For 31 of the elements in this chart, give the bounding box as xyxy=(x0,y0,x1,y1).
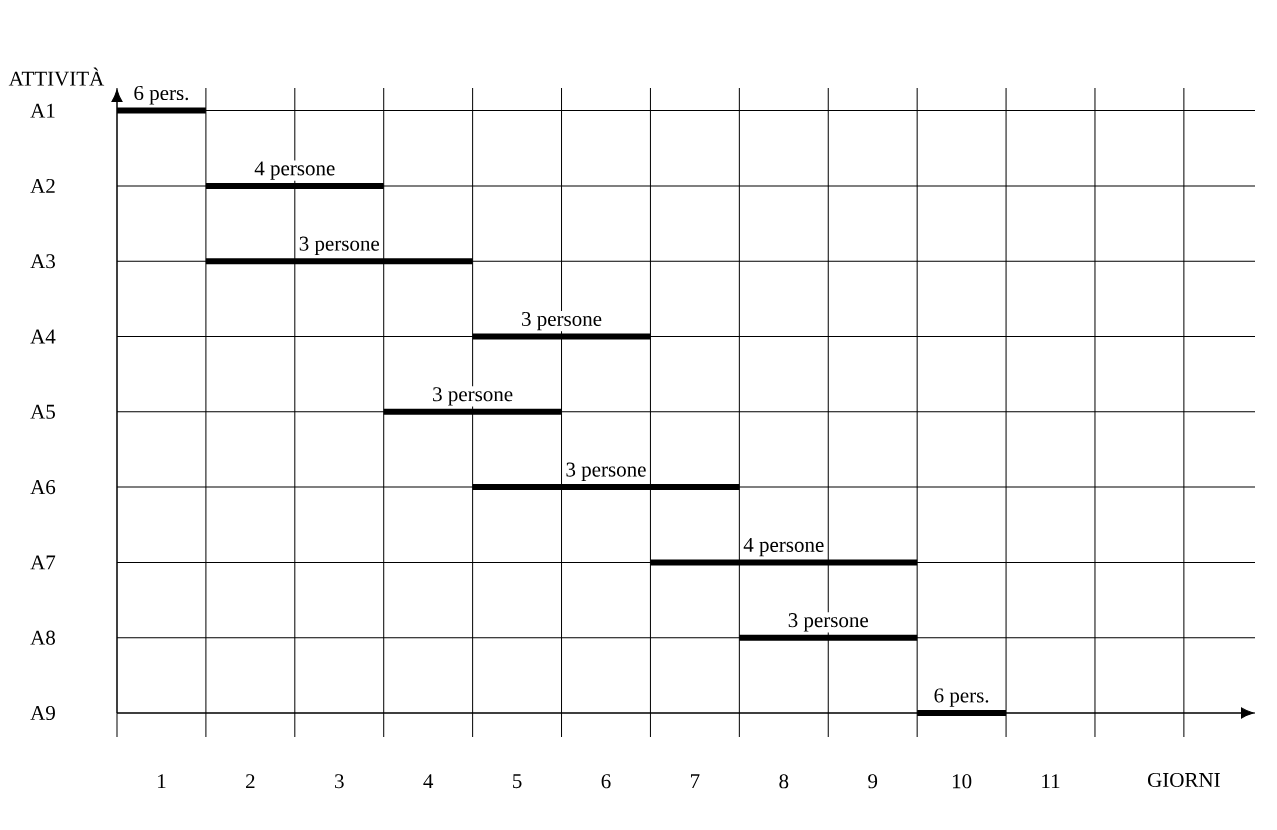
y-tick-label: A8 xyxy=(30,630,55,645)
annotation: 4 persone xyxy=(743,537,824,557)
y-tick-label: A9 xyxy=(30,705,55,721)
annotation: 3 persone xyxy=(522,311,602,331)
x-tick-label: 3 xyxy=(335,774,344,789)
y-tick-label: A3 xyxy=(30,254,55,269)
x-tick-label: 8 xyxy=(779,774,789,789)
x-tick-label: 4 xyxy=(423,774,434,789)
x-tick-label: 11 xyxy=(1042,774,1060,789)
x-tick-label: 7 xyxy=(691,774,700,788)
x-tick-label: 5 xyxy=(513,774,522,789)
annotation: 3 persone xyxy=(788,613,869,632)
y-tick-label: A5 xyxy=(30,404,55,419)
x-tick-label: 6 xyxy=(601,774,611,789)
annotation: 3 persone xyxy=(299,236,380,255)
y-axis-title: ATTIVITÀ xyxy=(8,67,105,86)
annotation: 6 pers. xyxy=(934,688,989,707)
y-tick-label: A7 xyxy=(30,555,56,570)
annotation: 4 persone xyxy=(254,161,335,180)
annotation: 3 persone xyxy=(433,387,513,406)
x-tick-label: 1 xyxy=(158,774,166,789)
x-tick-label: 9 xyxy=(868,774,878,789)
x-tick-label: 10 xyxy=(952,774,972,789)
annotation: 6 pers. xyxy=(134,86,189,105)
x-axis-title: GIORNI xyxy=(1147,772,1220,788)
y-tick-label: A6 xyxy=(30,480,56,495)
y-tick-label: A2 xyxy=(30,178,55,193)
y-tick-label: A4 xyxy=(30,329,56,344)
annotation: 3 persone xyxy=(566,462,646,481)
x-tick-label: 2 xyxy=(246,774,255,789)
y-tick-label: A1 xyxy=(30,103,55,118)
